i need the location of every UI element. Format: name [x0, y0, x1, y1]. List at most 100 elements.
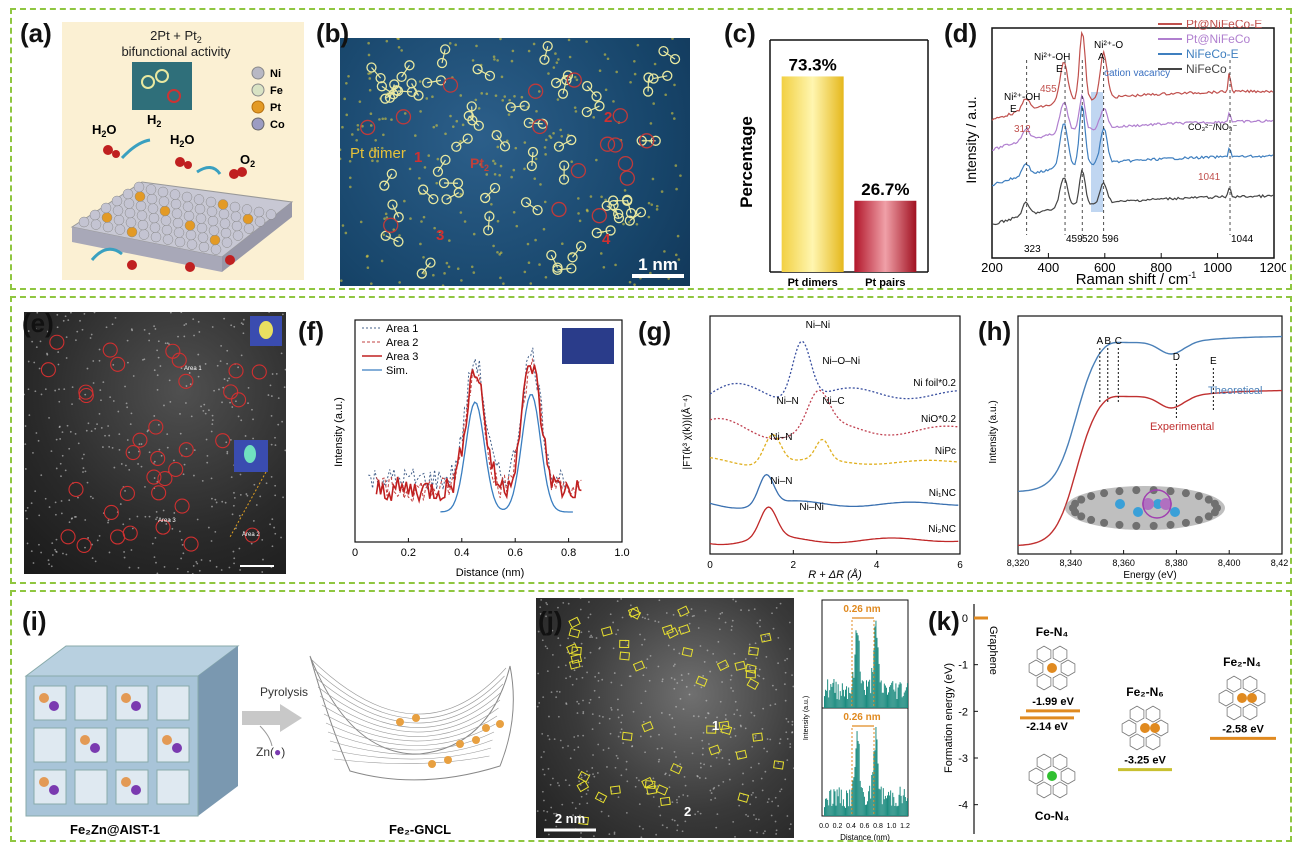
atom-spot — [259, 495, 262, 498]
profile-bar — [870, 693, 872, 708]
atom-spot — [65, 336, 68, 338]
atom-spot — [709, 765, 712, 768]
pt-pair-circle — [527, 83, 544, 99]
atom-spot — [275, 372, 278, 375]
atom-spot — [703, 661, 706, 663]
profile-bar — [871, 668, 873, 708]
atom-spot — [640, 702, 643, 705]
atom-spot — [431, 95, 434, 99]
atom-spot — [494, 94, 498, 97]
atom-spot — [585, 793, 588, 795]
fe-pair-box — [734, 660, 747, 671]
atom-spot — [529, 282, 533, 285]
svg-text:Ni²⁺-OH: Ni²⁺-OH — [1034, 52, 1070, 63]
carbon-atom — [1166, 487, 1175, 496]
atom-spot — [602, 716, 604, 718]
atom-spot — [620, 684, 623, 687]
slab-atom — [196, 222, 208, 234]
atom-spot — [280, 536, 282, 539]
svg-text:Area 3: Area 3 — [158, 518, 176, 524]
chart-k-structure-label: Fe₂-N₆ — [1126, 685, 1163, 699]
single-atom-marker — [110, 529, 126, 545]
atom-spot — [511, 49, 515, 53]
pt-dimer-circle — [393, 236, 404, 247]
slab-atom — [169, 189, 181, 200]
atom-spot — [788, 621, 791, 624]
atom-spot — [144, 485, 146, 488]
atom-spot — [678, 652, 681, 655]
mof-pore — [156, 685, 190, 721]
atom-spot — [614, 263, 617, 267]
pt-dimer-circle — [440, 154, 451, 166]
atom-spot — [784, 699, 787, 702]
pt-dimer-circle — [416, 268, 427, 279]
atom-spot — [81, 457, 84, 460]
atom-spot — [615, 754, 618, 757]
atom-spot — [385, 39, 389, 43]
atom-spot — [130, 412, 133, 415]
atom-spot — [54, 389, 57, 392]
atom-spot — [154, 536, 157, 539]
atom-spot — [67, 319, 70, 322]
atom-spot — [506, 139, 509, 143]
atom-spot — [91, 497, 94, 500]
atom-spot — [93, 312, 96, 314]
atom-spot — [62, 552, 64, 555]
atom-spot — [269, 523, 271, 526]
atom-spot — [775, 688, 778, 691]
atom-spot — [226, 452, 229, 455]
atom-spot — [785, 717, 788, 720]
profile-bar — [862, 681, 864, 708]
atom-spot — [742, 772, 744, 775]
atom-spot — [707, 712, 709, 714]
atom-spot — [36, 312, 39, 314]
atom-spot — [541, 790, 544, 793]
atom-spot — [620, 721, 623, 724]
atom-spot — [182, 473, 185, 476]
atom-spot — [791, 674, 793, 677]
chart-f-xtick: 1.0 — [614, 547, 629, 559]
atom-spot — [668, 774, 671, 777]
atom-spot — [545, 601, 548, 604]
atom-spot — [218, 388, 220, 391]
atom-spot — [493, 162, 497, 165]
atom-spot — [575, 78, 579, 82]
mof-pore — [115, 727, 149, 763]
atom-spot — [561, 242, 564, 246]
atom-spot — [673, 83, 676, 87]
fe-pair-box — [570, 653, 583, 664]
atom-spot — [499, 251, 503, 254]
svg-text:Energy (eV): Energy (eV) — [1123, 570, 1176, 581]
atom-spot — [730, 674, 733, 677]
atom-spot — [685, 685, 688, 688]
atom-spot — [490, 202, 493, 206]
atom-spot — [425, 97, 429, 100]
atom-spot — [242, 332, 245, 335]
atom-spot — [126, 439, 129, 441]
profile-bar — [853, 777, 855, 816]
atom-spot — [585, 208, 589, 212]
carbon-atom — [1132, 486, 1141, 495]
slab-atom — [173, 227, 185, 238]
atom-spot — [756, 831, 758, 834]
svg-text:323: 323 — [1024, 244, 1041, 255]
svg-text:2: 2 — [604, 109, 612, 126]
atom-spot — [683, 775, 686, 778]
slab-atom — [219, 218, 231, 229]
single-atom-marker — [110, 356, 126, 372]
atom-spot — [664, 773, 667, 776]
atom-spot — [573, 75, 577, 79]
atom-spot — [195, 560, 198, 563]
atom-spot — [35, 346, 38, 349]
atom-spot — [153, 477, 156, 479]
svg-text:0.26 nm: 0.26 nm — [843, 604, 880, 615]
pt-dimer-circle — [594, 100, 605, 112]
profile-bar — [824, 807, 825, 816]
profile-bar — [853, 677, 855, 708]
atom-spot — [675, 756, 677, 758]
atom-spot — [556, 813, 559, 816]
atom-spot — [169, 518, 171, 521]
atom-spot — [408, 167, 412, 171]
slab-atom — [147, 203, 159, 214]
